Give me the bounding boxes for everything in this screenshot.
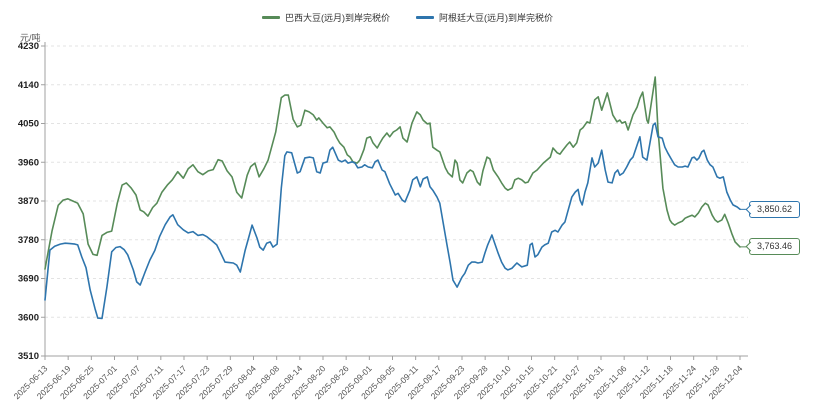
end-value-label-brazil: 3,763.46 — [749, 238, 801, 256]
line-series-argentina[interactable] — [44, 122, 741, 320]
y-axis-tick-labels: 4230 4140 4050 3960 3870 3780 3690 3600 3510 — [18, 41, 45, 362]
svg-text:4050: 4050 — [18, 119, 39, 130]
svg-text:4140: 4140 — [18, 80, 39, 91]
line-series-brazil[interactable] — [44, 76, 741, 270]
y-gridlines — [45, 45, 748, 318]
svg-text:3690: 3690 — [18, 274, 39, 285]
legend-item-argentina[interactable]: 阿根廷大豆(远月)到岸完税价 — [416, 11, 553, 24]
svg-text:4230: 4230 — [18, 41, 39, 52]
legend-line-marker-brazil — [262, 15, 280, 19]
axes — [44, 42, 748, 357]
svg-text:3960: 3960 — [18, 157, 39, 168]
y-axis-unit-label: 元/吨 — [20, 33, 41, 43]
x-axis-tick-labels: 2025-06-132025-06-192025-06-252025-07-01… — [12, 356, 745, 401]
legend-item-brazil[interactable]: 巴西大豆(远月)到岸完税价 — [262, 11, 390, 24]
svg-text:3870: 3870 — [18, 196, 39, 207]
legend-line-marker-argentina — [416, 15, 434, 19]
legend-label-brazil: 巴西大豆(远月)到岸完税价 — [285, 12, 390, 23]
svg-text:3600: 3600 — [18, 312, 39, 323]
end-value-text-brazil: 3,763.46 — [757, 241, 793, 252]
svg-text:3510: 3510 — [18, 351, 39, 362]
legend-label-argentina: 阿根廷大豆(远月)到岸完税价 — [439, 12, 553, 23]
chart-legend: 巴西大豆(远月)到岸完税价 阿根廷大豆(远月)到岸完税价 — [0, 8, 815, 26]
end-value-text-argentina: 3,850.62 — [757, 203, 793, 214]
end-value-label-argentina: 3,850.62 — [749, 200, 801, 218]
svg-text:3780: 3780 — [18, 235, 39, 246]
